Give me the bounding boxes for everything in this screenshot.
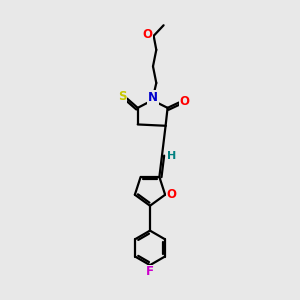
Text: F: F [146,265,154,278]
Text: O: O [180,95,190,108]
Text: O: O [166,188,176,201]
Text: N: N [148,91,158,104]
Text: S: S [118,90,127,103]
Text: H: H [167,151,176,161]
Text: O: O [142,28,152,41]
